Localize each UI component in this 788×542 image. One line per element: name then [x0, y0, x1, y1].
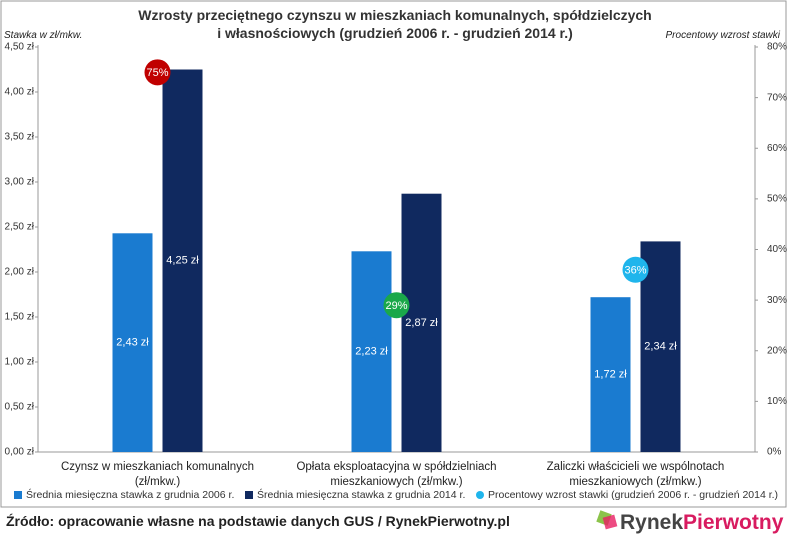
y-tick-label: 3,50 zł — [5, 132, 35, 143]
y2-tick-label: 0% — [767, 447, 782, 458]
y2-tick-label: 20% — [767, 345, 787, 356]
y2-tick-label: 70% — [767, 92, 787, 103]
legend-label: Średnia miesięczna stawka z grudnia 2014… — [257, 488, 465, 501]
y2-axis-title: Procentowy wzrost stawki — [665, 30, 780, 41]
y-tick-label: 1,50 zł — [5, 312, 35, 323]
chart-frame — [0, 0, 787, 508]
bar — [401, 193, 442, 452]
marker-value-label: 29% — [385, 300, 407, 312]
bar — [112, 233, 153, 452]
y2-tick-label: 30% — [767, 295, 787, 306]
marker — [383, 292, 410, 319]
legend-swatch — [14, 491, 22, 499]
legend-swatch — [245, 491, 253, 499]
source: Źródło: opracowanie własne na podstawie … — [6, 513, 510, 529]
legend-label: Średnia miesięczna stawka z grudnia 2006… — [26, 488, 234, 501]
bar-value-label: 2,23 zł — [355, 346, 388, 358]
logo: RynekPierwotny — [620, 511, 784, 534]
y-axis-title: Stawka w zł/mkw. — [4, 30, 83, 41]
y2-tick-label: 50% — [767, 194, 787, 205]
bar — [640, 241, 681, 452]
bar — [590, 297, 631, 452]
y2-tick-label: 40% — [767, 244, 787, 255]
bar-value-label: 2,43 zł — [116, 337, 149, 349]
bar — [351, 251, 392, 452]
y-tick-label: 0,50 zł — [5, 402, 35, 413]
chart-title: Wzrosty przeciętnego czynszu w mieszkani… — [138, 7, 652, 41]
marker-value-label: 36% — [624, 265, 646, 277]
bar-value-label: 1,72 zł — [594, 369, 627, 381]
y2-tick-label: 60% — [767, 143, 787, 154]
marker — [144, 59, 171, 86]
bar-value-label: 2,87 zł — [405, 317, 438, 329]
bar-value-label: 4,25 zł — [166, 255, 199, 267]
legend-label: Procentowy wzrost stawki (grudzień 2006 … — [488, 489, 778, 501]
y2-tick-label: 10% — [767, 396, 787, 407]
marker-value-label: 75% — [146, 67, 168, 79]
y2-tick-label: 80% — [767, 42, 787, 53]
y-tick-label: 4,00 zł — [5, 87, 35, 98]
bar — [162, 69, 203, 452]
y-tick-label: 1,00 zł — [5, 357, 35, 368]
marker — [622, 256, 649, 283]
logo-icon — [596, 510, 618, 530]
y-tick-label: 2,50 zł — [5, 222, 35, 233]
y-tick-label: 2,00 zł — [5, 267, 35, 278]
x-tick-label: Zaliczki właścicieli we wspólnotach mies… — [546, 461, 725, 488]
legend-swatch — [476, 491, 484, 499]
y-tick-label: 0,00 zł — [5, 447, 35, 458]
logo-part: Rynek — [620, 511, 683, 534]
x-tick-label: Opłata eksploatacyjna w spółdzielniach m… — [296, 461, 497, 488]
y-tick-label: 3,00 zł — [5, 177, 35, 188]
y-tick-label: 4,50 zł — [5, 42, 35, 53]
x-tick-label: Czynsz w mieszkaniach komunalnych (zł/mk… — [60, 461, 255, 488]
logo-part: Pierwotny — [683, 511, 784, 534]
bar-value-label: 2,34 zł — [644, 341, 677, 353]
